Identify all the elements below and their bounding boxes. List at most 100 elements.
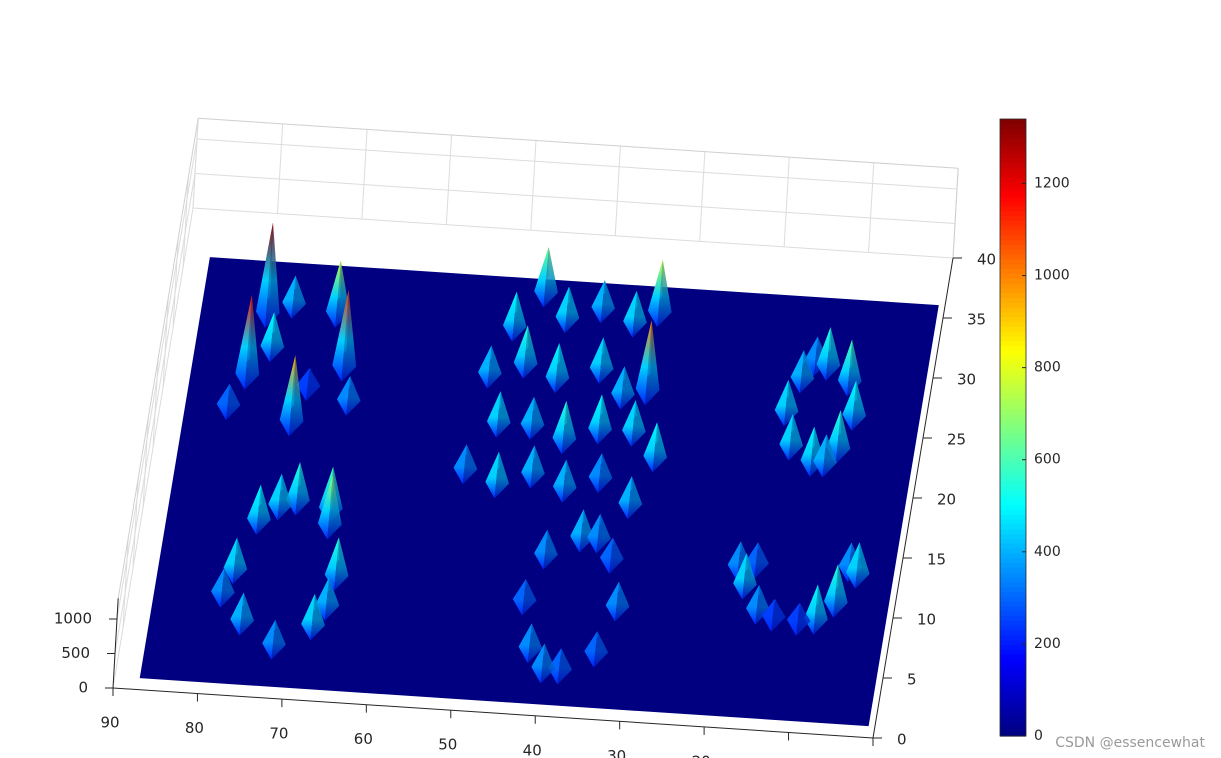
colorbar-strip: [1000, 528, 1026, 535]
peak-face: [291, 275, 306, 319]
colorbar-strip: [1000, 128, 1026, 135]
peak-shade: [487, 345, 502, 389]
colorbar-tick-label: 200: [1034, 636, 1061, 652]
peak-face: [847, 339, 862, 397]
peak-face: [324, 577, 340, 621]
peak: [790, 350, 815, 394]
peak-face: [247, 484, 261, 535]
peak-face: [282, 275, 296, 319]
colorbar-strip: [1000, 123, 1026, 130]
peak-face: [745, 542, 759, 579]
peak-face: [306, 368, 321, 401]
peak-shade: [543, 247, 558, 308]
grid-line: [132, 478, 139, 569]
peak-face: [522, 579, 537, 616]
peak: [804, 584, 828, 635]
peak-face: [742, 553, 757, 600]
colorbar-strip: [1000, 533, 1026, 539]
peak-face: [534, 247, 549, 308]
peak-face: [520, 396, 535, 440]
colorbar-strip: [1000, 711, 1026, 718]
colorbar-strip: [1000, 576, 1026, 583]
peak: [230, 592, 254, 636]
colorbar-strip: [1000, 326, 1026, 332]
peak-face: [265, 222, 280, 328]
colorbar-strip: [1000, 514, 1026, 520]
colorbar-tick-label: 1000: [1034, 268, 1070, 284]
peak: [553, 459, 577, 503]
colorbar-strip: [1000, 297, 1026, 303]
colorbar-strip: [1000, 437, 1026, 443]
peak-shade: [496, 391, 511, 438]
peak-shade: [599, 337, 614, 384]
colorbar-strip: [1000, 253, 1026, 260]
colorbar-strip: [1000, 278, 1026, 284]
colorbar-strip: [1000, 557, 1026, 564]
peak: [588, 394, 612, 445]
peak-face: [513, 325, 528, 379]
peak-shade: [813, 584, 828, 635]
colorbar-strip: [1000, 649, 1026, 655]
peak-face: [579, 509, 594, 553]
colorbar-strip: [1000, 215, 1026, 221]
colorbar-strip: [1000, 692, 1026, 699]
peak: [826, 410, 851, 464]
peak-shade: [847, 339, 862, 397]
colorbar-strip: [1000, 282, 1026, 289]
peak-face: [256, 484, 271, 535]
colorbar-strip: [1000, 398, 1026, 404]
peak-face: [755, 585, 770, 625]
colorbar-strip: [1000, 138, 1026, 144]
peak-face: [310, 593, 325, 641]
peak-face: [262, 619, 276, 660]
peak-face: [570, 509, 584, 553]
colorbar-strip: [1000, 451, 1026, 458]
colorbar-strip: [1000, 147, 1026, 154]
colorbar-strip: [1000, 186, 1026, 192]
peak: [324, 537, 349, 591]
colorbar-strip: [1000, 480, 1026, 486]
peak-face: [337, 376, 351, 416]
peak: [518, 623, 543, 664]
colorbar-strip: [1000, 562, 1026, 568]
peak-shade: [600, 280, 615, 324]
colorbar-strip: [1000, 552, 1026, 559]
peak: [618, 476, 643, 520]
colorbar-strip: [1000, 379, 1026, 385]
peak-face: [727, 541, 741, 581]
peak: [648, 259, 672, 328]
y-tick-label: 5: [907, 671, 917, 689]
peak-face: [611, 366, 625, 410]
peak: [268, 473, 292, 521]
x-tick-label: 60: [354, 730, 373, 748]
peak-face: [332, 290, 349, 382]
peak-face: [733, 553, 747, 600]
colorbar-strip: [1000, 335, 1026, 342]
colorbar-strip: [1000, 258, 1026, 265]
peak-shade: [596, 513, 611, 554]
peak-face: [618, 476, 632, 520]
box-edge: [117, 118, 199, 599]
peak: [774, 379, 799, 427]
colorbar-strip: [1000, 629, 1026, 636]
peak: [589, 337, 614, 384]
colorbar-strip: [1000, 441, 1026, 448]
grid-line: [152, 358, 159, 449]
colorbar-strip: [1000, 490, 1026, 496]
grid-line: [122, 538, 129, 629]
peak-face: [846, 542, 860, 589]
colorbar-strip: [1000, 172, 1026, 178]
peak-face: [552, 400, 567, 455]
peak-face: [557, 648, 572, 685]
colorbar-strip: [1000, 273, 1026, 279]
peak-face: [779, 414, 793, 461]
peak-shade: [324, 577, 340, 621]
colorbar-strip: [1000, 152, 1026, 159]
colorbar-strip: [1000, 658, 1026, 665]
peak-shade: [265, 222, 280, 328]
colorbar-strip: [1000, 615, 1026, 621]
peak-face: [244, 294, 260, 390]
grid-line: [182, 178, 189, 269]
peak-face: [800, 426, 815, 477]
colorbar-strip: [1000, 634, 1026, 641]
